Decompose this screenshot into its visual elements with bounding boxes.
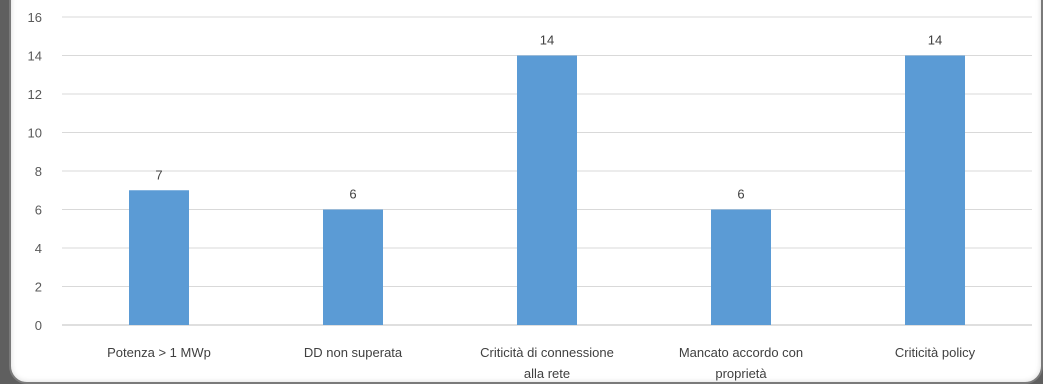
data-label: 6 — [737, 187, 744, 202]
y-tick-label: 4 — [35, 241, 42, 256]
data-label: 7 — [155, 167, 162, 182]
y-tick-label: 6 — [35, 203, 42, 218]
x-category-label: Criticità policy — [895, 345, 976, 360]
y-tick-label: 10 — [28, 126, 42, 141]
bar-4 — [711, 209, 771, 325]
data-label: 14 — [540, 33, 554, 48]
bar-2 — [323, 209, 383, 325]
data-label: 6 — [349, 187, 356, 202]
x-category-label: DD non superata — [304, 345, 403, 360]
x-axis-categories: Potenza > 1 MWp DD non superata Criticità … — [107, 345, 975, 381]
bars — [129, 55, 965, 325]
y-tick-label: 14 — [28, 49, 42, 64]
x-category-label: Mancato accordo con proprietà — [679, 345, 803, 381]
bar-3 — [517, 55, 577, 325]
y-tick-label: 2 — [35, 280, 42, 295]
x-category-label: Potenza > 1 MWp — [107, 345, 211, 360]
bar-5 — [905, 55, 965, 325]
x-category-label: Criticità di connessione alla rete — [480, 345, 614, 381]
y-tick-label: 0 — [35, 318, 42, 333]
y-tick-label: 12 — [28, 87, 42, 102]
y-tick-label: 16 — [28, 10, 42, 25]
data-labels: 7 6 14 6 14 — [155, 33, 942, 202]
y-tick-label: 8 — [35, 164, 42, 179]
data-label: 14 — [928, 33, 942, 48]
y-axis-ticks: 0 2 4 6 8 10 12 14 16 — [28, 10, 42, 333]
bar-1 — [129, 190, 189, 325]
